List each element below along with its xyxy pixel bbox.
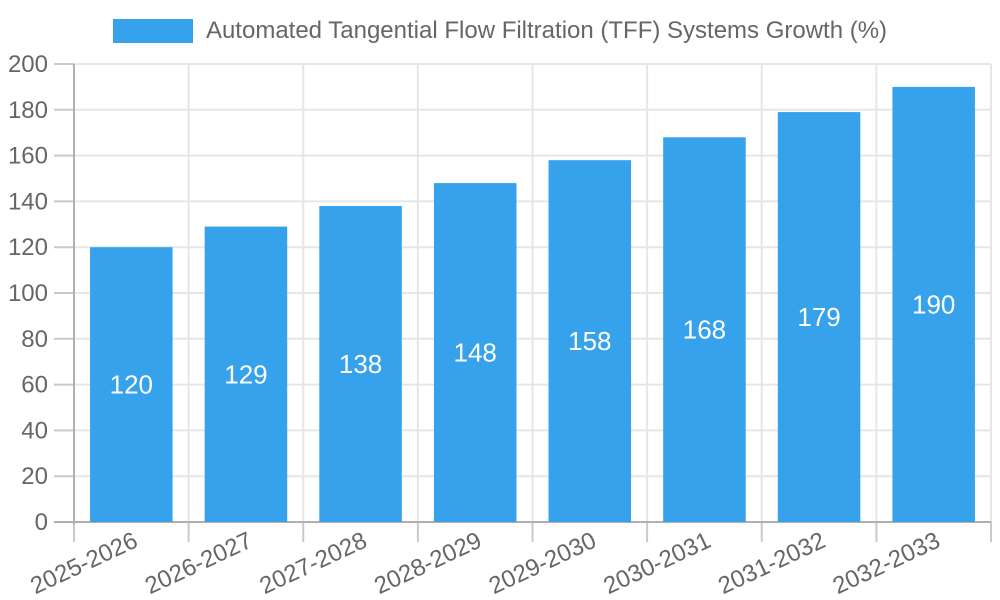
bar-value-label: 129 bbox=[224, 359, 267, 389]
x-tick-label: 2026-2027 bbox=[141, 527, 256, 600]
y-tick-label: 160 bbox=[8, 143, 48, 170]
y-tick-label: 60 bbox=[21, 372, 48, 399]
bar[interactable] bbox=[90, 247, 173, 522]
legend-color-swatch bbox=[112, 19, 193, 43]
legend-label: Automated Tangential Flow Filtration (TF… bbox=[205, 17, 888, 44]
bar[interactable] bbox=[204, 226, 288, 522]
y-tick-label: 200 bbox=[8, 51, 48, 78]
legend-item[interactable]: Automated Tangential Flow Filtration (TF… bbox=[0, 17, 1000, 45]
bar-value-label: 190 bbox=[912, 289, 955, 319]
x-tick-label: 2028-2029 bbox=[370, 527, 485, 600]
y-tick-label: 120 bbox=[8, 234, 48, 261]
y-tick-label: 0 bbox=[35, 509, 48, 536]
y-tick-label: 100 bbox=[8, 280, 48, 307]
x-tick-label: 2031-2032 bbox=[714, 527, 829, 600]
bar[interactable] bbox=[663, 137, 746, 522]
y-tick-label: 20 bbox=[21, 463, 48, 490]
bar[interactable] bbox=[548, 160, 632, 522]
x-tick-label: 2032-2033 bbox=[829, 527, 944, 600]
bar[interactable] bbox=[319, 205, 402, 523]
bar[interactable] bbox=[777, 112, 861, 522]
bar[interactable] bbox=[892, 86, 975, 523]
bar-value-label: 179 bbox=[797, 302, 840, 332]
bar-value-label: 148 bbox=[453, 338, 496, 368]
y-tick-label: 40 bbox=[21, 417, 48, 444]
bar-value-label: 138 bbox=[339, 349, 382, 379]
y-tick-label: 140 bbox=[8, 188, 48, 215]
bar[interactable] bbox=[433, 183, 517, 522]
y-tick-label: 80 bbox=[21, 326, 48, 353]
bar-value-label: 158 bbox=[568, 326, 611, 356]
x-tick-label: 2030-2031 bbox=[600, 527, 715, 600]
x-tick-label: 2029-2030 bbox=[485, 527, 600, 600]
x-tick-label: 2027-2028 bbox=[256, 527, 371, 600]
bar-value-label: 168 bbox=[683, 315, 726, 345]
x-tick-label: 2025-2026 bbox=[26, 527, 141, 600]
bar-value-label: 120 bbox=[110, 370, 153, 400]
y-tick-label: 180 bbox=[8, 97, 48, 124]
